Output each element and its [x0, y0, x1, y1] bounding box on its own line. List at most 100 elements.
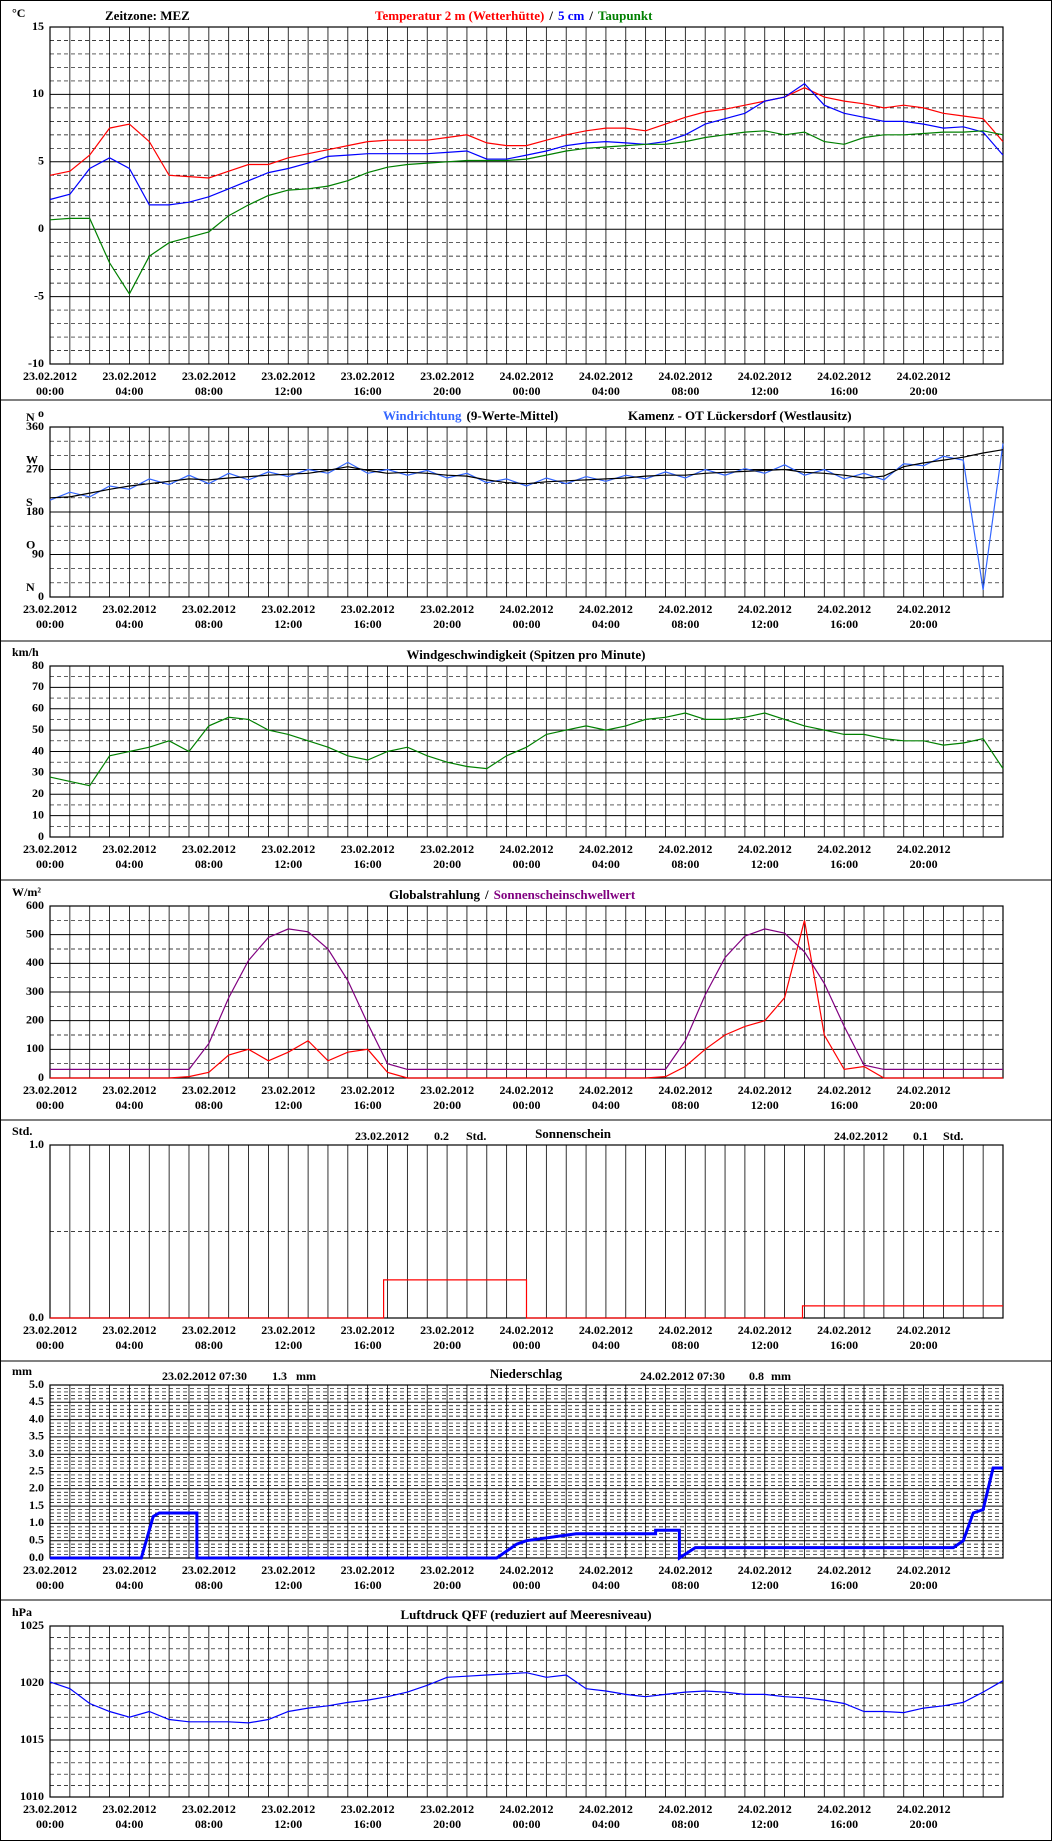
y-unit: W/m² [12, 885, 41, 899]
x-tick-time: 12:00 [274, 1338, 302, 1352]
x-tick-date: 23.02.2012 [23, 1563, 77, 1577]
annotation-unit: mm [296, 1369, 316, 1383]
x-tick-time: 20:00 [910, 1098, 938, 1112]
chart-title: Sonnenschein [535, 1126, 612, 1141]
x-tick-date: 24.02.2012 [817, 1323, 871, 1337]
x-tick-date: 24.02.2012 [579, 602, 633, 616]
series-line [50, 928, 1003, 1070]
x-tick-time: 16:00 [830, 384, 858, 398]
x-tick-time: 12:00 [751, 384, 779, 398]
y-tick-label: 600 [26, 898, 44, 912]
x-tick-date: 23.02.2012 [23, 1802, 77, 1816]
y-tick-label: 1.5 [29, 1498, 44, 1512]
x-tick-date: 24.02.2012 [579, 1323, 633, 1337]
x-tick-time: 20:00 [910, 617, 938, 631]
x-tick-date: 24.02.2012 [500, 1323, 554, 1337]
x-tick-date: 24.02.2012 [897, 842, 951, 856]
x-tick-time: 04:00 [592, 857, 620, 871]
x-tick-time: 08:00 [195, 857, 223, 871]
x-tick-date: 23.02.2012 [261, 1083, 315, 1097]
x-tick-date: 23.02.2012 [182, 1802, 236, 1816]
x-tick-date: 23.02.2012 [261, 1802, 315, 1816]
x-tick-time: 04:00 [592, 617, 620, 631]
legend: Windrichtung (9-Werte-Mittel) [383, 408, 558, 423]
x-tick-date: 24.02.2012 [738, 369, 792, 383]
x-tick-time: 20:00 [433, 1578, 461, 1592]
y-tick-label: 60 [32, 701, 44, 715]
x-tick-time: 20:00 [433, 857, 461, 871]
x-tick-date: 24.02.2012 [658, 1802, 712, 1816]
y-tick-label: 0.0 [29, 1550, 44, 1564]
x-tick-date: 24.02.2012 [738, 1563, 792, 1577]
x-tick-date: 24.02.2012 [658, 369, 712, 383]
x-tick-time: 16:00 [354, 1338, 382, 1352]
x-tick-time: 20:00 [433, 1098, 461, 1112]
x-tick-time: 08:00 [195, 1578, 223, 1592]
x-tick-time: 12:00 [274, 1578, 302, 1592]
x-tick-date: 24.02.2012 [897, 369, 951, 383]
x-tick-date: 23.02.2012 [102, 842, 156, 856]
x-tick-date: 23.02.2012 [182, 1323, 236, 1337]
plot-border [49, 426, 1004, 598]
x-tick-time: 00:00 [36, 857, 64, 871]
x-tick-time: 04:00 [592, 1338, 620, 1352]
x-tick-date: 23.02.2012 [182, 369, 236, 383]
x-tick-time: 12:00 [274, 617, 302, 631]
x-tick-time: 20:00 [910, 1578, 938, 1592]
annotation-date: 24.02.2012 07:30 [640, 1369, 725, 1383]
x-tick-date: 24.02.2012 [658, 602, 712, 616]
x-tick-date: 23.02.2012 [182, 842, 236, 856]
x-tick-date: 24.02.2012 [658, 842, 712, 856]
x-tick-time: 04:00 [115, 1098, 143, 1112]
x-tick-date: 24.02.2012 [817, 1563, 871, 1577]
x-tick-date: 23.02.2012 [420, 1083, 474, 1097]
x-tick-date: 23.02.2012 [182, 1563, 236, 1577]
x-tick-time: 12:00 [274, 1098, 302, 1112]
x-tick-time: 20:00 [433, 384, 461, 398]
x-tick-time: 04:00 [115, 1578, 143, 1592]
annotation-date: 24.02.2012 [834, 1129, 888, 1143]
series-line [49, 443, 1004, 590]
x-tick-time: 16:00 [354, 857, 382, 871]
legend-entry: 5 cm [558, 8, 585, 23]
x-tick-date: 24.02.2012 [817, 602, 871, 616]
y-tick-label: 270 [26, 461, 44, 475]
x-tick-date: 23.02.2012 [102, 602, 156, 616]
x-tick-time: 04:00 [592, 384, 620, 398]
y-tick-label: 10 [32, 807, 44, 821]
x-tick-time: 08:00 [195, 1338, 223, 1352]
x-tick-date: 24.02.2012 [579, 842, 633, 856]
series-line [49, 449, 1004, 499]
y-tick-label: 3.0 [29, 1446, 44, 1460]
x-tick-date: 23.02.2012 [261, 602, 315, 616]
x-tick-date: 24.02.2012 [658, 1083, 712, 1097]
x-tick-date: 23.02.2012 [23, 1323, 77, 1337]
annotation-value: 1.3 [272, 1369, 287, 1383]
x-tick-time: 20:00 [433, 1817, 461, 1831]
x-tick-time: 16:00 [830, 617, 858, 631]
y-tick-label: 2.5 [29, 1463, 44, 1477]
x-tick-time: 04:00 [115, 617, 143, 631]
x-tick-date: 23.02.2012 [261, 842, 315, 856]
annotation-unit: Std. [466, 1129, 486, 1143]
annotation-value: 0.8 [749, 1369, 764, 1383]
annotation-value: 0.2 [434, 1129, 449, 1143]
series-line [50, 1466, 1003, 1561]
series-line [50, 1279, 1003, 1319]
x-tick-time: 00:00 [36, 1098, 64, 1112]
y-tick-label: 0.5 [29, 1532, 44, 1546]
x-tick-time: 04:00 [115, 1817, 143, 1831]
x-tick-date: 24.02.2012 [658, 1563, 712, 1577]
x-tick-date: 23.02.2012 [420, 1802, 474, 1816]
legend-entry: (9-Werte-Mittel) [467, 408, 559, 423]
x-tick-time: 12:00 [751, 1098, 779, 1112]
x-tick-time: 08:00 [671, 384, 699, 398]
y-tick-label: 80 [32, 658, 44, 672]
compass-label: S [26, 495, 33, 509]
y-unit: mm [12, 1364, 32, 1378]
x-tick-time: 16:00 [354, 1098, 382, 1112]
x-tick-time: 16:00 [354, 384, 382, 398]
series-line [49, 1672, 1004, 1724]
x-tick-time: 00:00 [513, 617, 541, 631]
